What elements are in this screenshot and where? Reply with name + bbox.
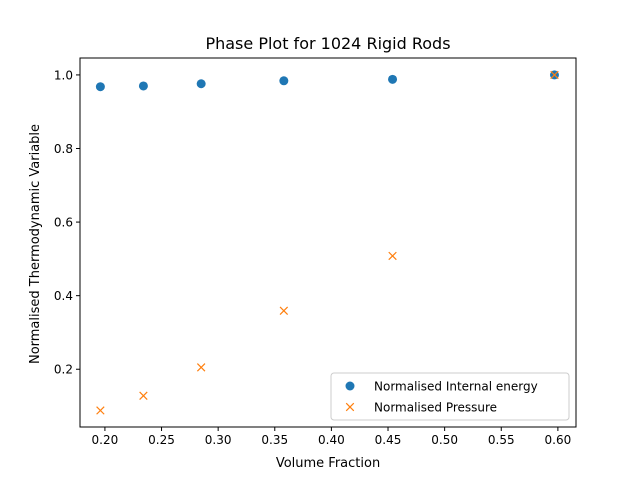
x-tick-label: 0.25 xyxy=(148,433,175,447)
series-1-point xyxy=(388,251,397,261)
legend-label: Normalised Internal energy xyxy=(374,380,538,394)
x-tick-label: 0.20 xyxy=(92,433,119,447)
chart-title: Phase Plot for 1024 Rigid Rods xyxy=(205,34,450,53)
x-tick-label: 0.35 xyxy=(261,433,288,447)
series-1-point xyxy=(96,406,105,415)
legend-label: Normalised Pressure xyxy=(374,401,497,415)
series-0-point xyxy=(279,76,289,86)
x-marker-stroke xyxy=(139,391,148,400)
x-marker-stroke xyxy=(388,251,397,261)
x-marker-stroke xyxy=(345,402,355,412)
series-0-point xyxy=(196,79,206,89)
y-tick-label: 0.2 xyxy=(54,363,73,377)
x-marker-stroke xyxy=(196,363,206,372)
y-tick-label: 0.4 xyxy=(54,289,73,303)
y-tick-label: 1.0 xyxy=(54,68,73,82)
series-1-point xyxy=(279,306,289,315)
legend: Normalised Internal energy Normalised Pre… xyxy=(330,372,570,421)
x-axis-label: Volume Fraction xyxy=(276,456,380,471)
series-1-point xyxy=(196,363,206,372)
plot-frame xyxy=(79,57,577,428)
series-0-point xyxy=(388,74,398,84)
x-marker-stroke xyxy=(550,70,559,80)
x-tick-label: 0.45 xyxy=(375,433,402,447)
y-axis-label: Normalised Thermodynamic Variable xyxy=(28,124,43,364)
legend-box xyxy=(330,372,570,421)
plot-area xyxy=(95,70,559,415)
series-1-point xyxy=(139,391,148,400)
y-tick-label: 0.8 xyxy=(54,142,73,156)
axes: 0.20 0.25 0.30 0.35 0.40 0.45 0.50 0.55 0.60 0.2 0… xyxy=(54,57,577,447)
x-tick-label: 0.60 xyxy=(545,433,572,447)
series-0-point xyxy=(138,81,148,91)
series-0-point xyxy=(95,82,105,92)
x-tick-label: 0.55 xyxy=(488,433,515,447)
x-tick-label: 0.50 xyxy=(431,433,458,447)
x-tick-label: 0.30 xyxy=(205,433,232,447)
series-1-point xyxy=(550,70,559,80)
legend-marker-x xyxy=(345,402,355,412)
x-tick-label: 0.40 xyxy=(318,433,345,447)
legend-marker-circle xyxy=(345,381,355,391)
x-marker-stroke xyxy=(279,306,289,315)
x-marker-stroke xyxy=(96,406,105,415)
y-tick-label: 0.6 xyxy=(54,216,73,230)
